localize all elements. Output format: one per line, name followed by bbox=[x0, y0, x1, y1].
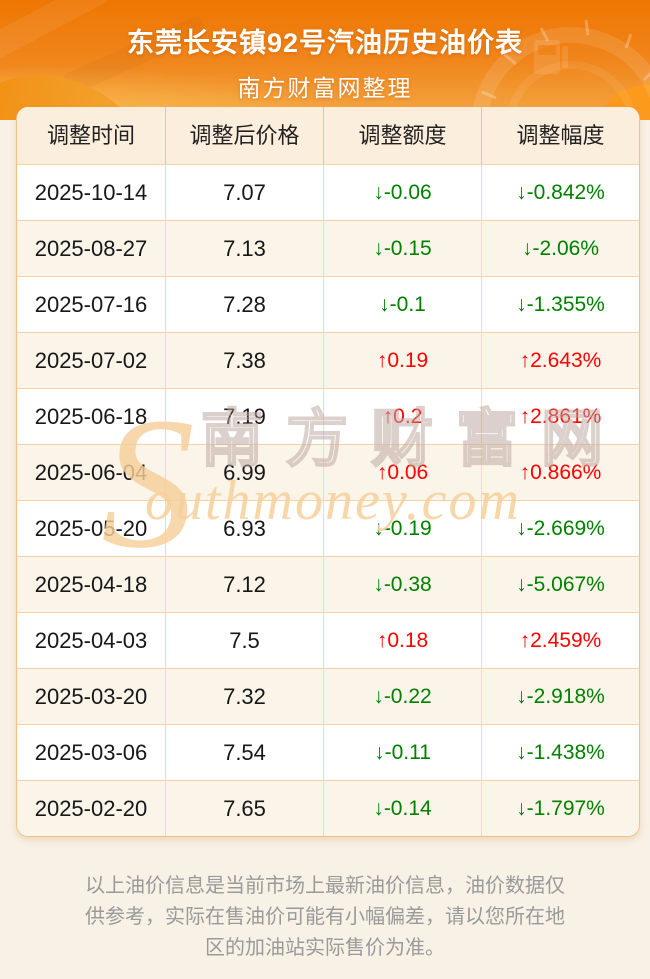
page-subtitle: 南方财富网整理 bbox=[237, 75, 413, 101]
cell-percent: ↓-2.06% bbox=[481, 221, 639, 276]
column-header-change: 调整额度 bbox=[323, 107, 481, 164]
cell-percent: ↓-2.669% bbox=[481, 501, 639, 556]
cell-price: 7.65 bbox=[165, 781, 323, 836]
cell-change: ↓-0.14 bbox=[323, 781, 481, 836]
table-body: 2025-10-14 7.07 ↓-0.06 ↓-0.842% 2025-08-27 7.… bbox=[17, 164, 639, 836]
cell-price: 7.38 bbox=[165, 333, 323, 388]
table-row: 2025-10-14 7.07 ↓-0.06 ↓-0.842% bbox=[17, 164, 639, 220]
fuel-pump-icon bbox=[534, 40, 568, 74]
cell-percent: ↓-1.355% bbox=[481, 277, 639, 332]
table-header-row: 调整时间 调整后价格 调整额度 调整幅度 bbox=[17, 107, 639, 164]
cell-date: 2025-08-27 bbox=[34, 236, 148, 261]
page-title: 东莞长安镇92号汽油历史油价表 bbox=[126, 28, 524, 58]
column-header-date: 调整时间 bbox=[46, 123, 135, 148]
cell-date: 2025-03-06 bbox=[34, 740, 148, 765]
cell-percent: ↓-0.842% bbox=[481, 165, 639, 220]
table-row: 2025-03-20 7.32 ↓-0.22 ↓-2.918% bbox=[17, 668, 639, 724]
fuel-gauge-icon bbox=[472, 19, 650, 112]
cell-change: ↑0.06 bbox=[323, 445, 481, 500]
table-row: 2025-07-16 7.28 ↓-0.1 ↓-1.355% bbox=[17, 276, 639, 332]
cell-price: 7.07 bbox=[165, 165, 323, 220]
cell-percent: ↓-1.438% bbox=[481, 725, 639, 780]
cell-price: 6.93 bbox=[165, 501, 323, 556]
cell-change: ↑0.18 bbox=[323, 613, 481, 668]
cell-change: ↓-0.22 bbox=[323, 669, 481, 724]
table-row: 2025-08-27 7.13 ↓-0.15 ↓-2.06% bbox=[17, 220, 639, 276]
cell-price: 7.12 bbox=[165, 557, 323, 612]
cell-change: ↓-0.06 bbox=[323, 165, 481, 220]
cell-change: ↑0.19 bbox=[323, 333, 481, 388]
table-row: 2025-06-04 6.99 ↑0.06 ↑0.866% bbox=[17, 444, 639, 500]
cell-date: 2025-05-20 bbox=[34, 516, 148, 541]
cell-date: 2025-10-14 bbox=[34, 180, 148, 205]
banner: 东莞长安镇92号汽油历史油价表 南方财富网整理 bbox=[0, 0, 650, 120]
page-footer: 以上油价信息是当前市场上最新油价信息，油价数据仅供参考，实际在售油价可能有小幅偏… bbox=[0, 871, 650, 964]
cell-price: 7.5 bbox=[165, 613, 323, 668]
table-row: 2025-06-18 7.19 ↑0.2 ↑2.861% bbox=[17, 388, 639, 444]
cell-date: 2025-02-20 bbox=[34, 796, 148, 821]
cell-date: 2025-04-03 bbox=[34, 628, 148, 653]
cell-price: 7.28 bbox=[165, 277, 323, 332]
table-row: 2025-02-20 7.65 ↓-0.14 ↓-1.797% bbox=[17, 780, 639, 836]
cell-date: 2025-06-18 bbox=[34, 404, 148, 429]
cell-percent: ↑2.643% bbox=[481, 333, 639, 388]
column-header-price: 调整后价格 bbox=[165, 107, 323, 164]
cell-date: 2025-07-16 bbox=[34, 292, 148, 317]
column-header-percent: 调整幅度 bbox=[481, 107, 639, 164]
cell-percent: ↑0.866% bbox=[481, 445, 639, 500]
cell-change: ↓-0.1 bbox=[323, 277, 481, 332]
cell-price: 7.54 bbox=[165, 725, 323, 780]
cell-change: ↓-0.15 bbox=[323, 221, 481, 276]
cell-change: ↓-0.11 bbox=[323, 725, 481, 780]
table-row: 2025-03-06 7.54 ↓-0.11 ↓-1.438% bbox=[17, 724, 639, 780]
disclaimer-note: 以上油价信息是当前市场上最新油价信息，油价数据仅供参考，实际在售油价可能有小幅偏… bbox=[85, 875, 565, 959]
table-row: 2025-04-18 7.12 ↓-0.38 ↓-5.067% bbox=[17, 556, 639, 612]
cell-percent: ↓-1.797% bbox=[481, 781, 639, 836]
table-row: 2025-04-03 7.5 ↑0.18 ↑2.459% bbox=[17, 612, 639, 668]
cell-date: 2025-04-18 bbox=[34, 572, 148, 597]
oil-price-table: 调整时间 调整后价格 调整额度 调整幅度 2025-10-14 7.07 ↓-0.0… bbox=[16, 107, 640, 837]
cell-percent: ↓-5.067% bbox=[481, 557, 639, 612]
cell-change: ↓-0.19 bbox=[323, 501, 481, 556]
cell-percent: ↑2.861% bbox=[481, 389, 639, 444]
table-row: 2025-07-02 7.38 ↑0.19 ↑2.643% bbox=[17, 332, 639, 388]
cell-percent: ↑2.459% bbox=[481, 613, 639, 668]
cell-price: 6.99 bbox=[165, 445, 323, 500]
cell-change: ↓-0.38 bbox=[323, 557, 481, 612]
cell-change: ↑0.2 bbox=[323, 389, 481, 444]
cell-date: 2025-03-20 bbox=[34, 684, 148, 709]
cell-price: 7.32 bbox=[165, 669, 323, 724]
cell-date: 2025-06-04 bbox=[34, 460, 148, 485]
cell-price: 7.13 bbox=[165, 221, 323, 276]
cell-percent: ↓-2.918% bbox=[481, 669, 639, 724]
cell-date: 2025-07-02 bbox=[34, 348, 148, 373]
cell-price: 7.19 bbox=[165, 389, 323, 444]
table-row: 2025-05-20 6.93 ↓-0.19 ↓-2.669% bbox=[17, 500, 639, 556]
